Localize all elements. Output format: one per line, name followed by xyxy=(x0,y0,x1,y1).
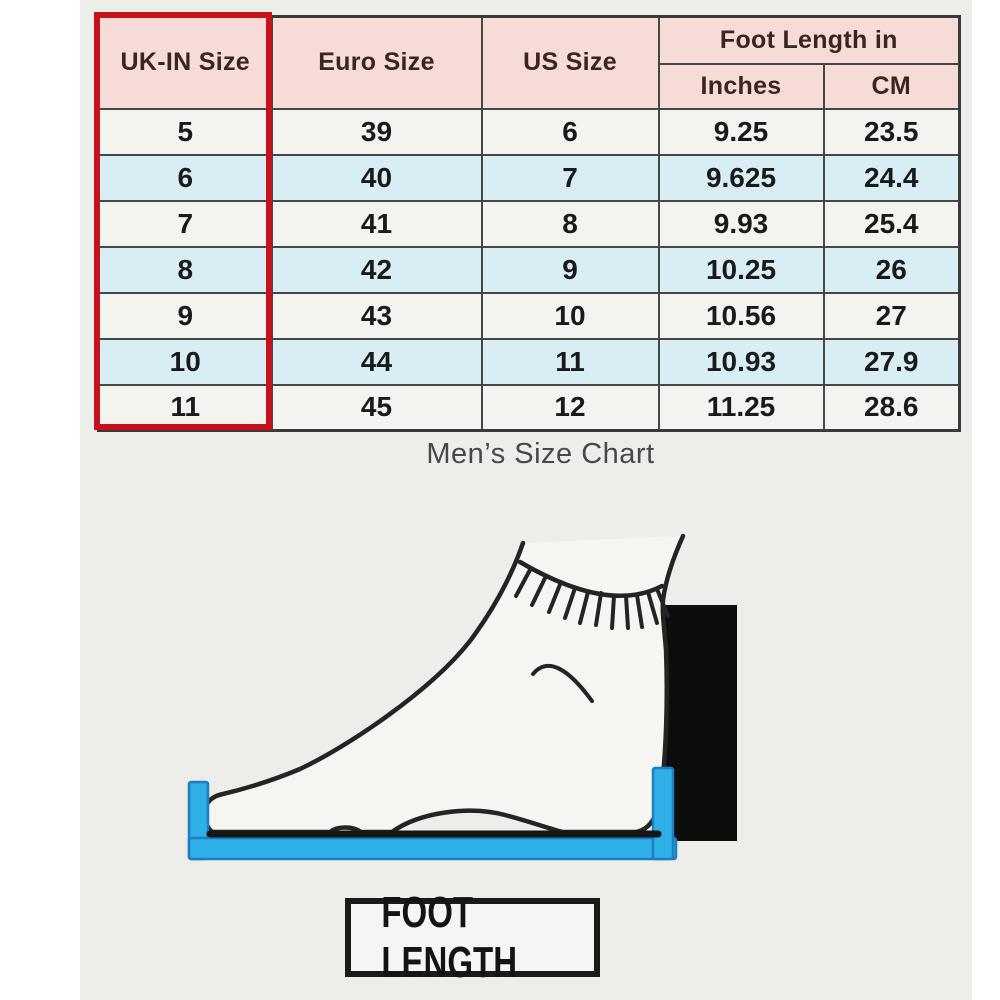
table-cell: 41 xyxy=(270,199,483,248)
table-cell: 8 xyxy=(97,245,273,294)
table-cell: 42 xyxy=(270,245,483,294)
table-cell: 10.93 xyxy=(657,337,825,386)
header-cm: CM xyxy=(822,62,961,110)
table-cell: 6 xyxy=(97,153,273,202)
table-cell: 44 xyxy=(270,337,483,386)
table-subheader-row: Inches CM xyxy=(99,62,961,110)
table-cell: 24.4 xyxy=(822,153,961,202)
table-row: 8 42 9 10.25 26 xyxy=(97,245,961,294)
size-table: UK-IN Size Euro Size US Size Foot Length… xyxy=(97,15,962,432)
table-cell: 10.25 xyxy=(657,245,825,294)
table-row: 6 40 7 9.625 24.4 xyxy=(97,153,961,202)
table-cell: 5 xyxy=(97,107,273,156)
table-cell: 27 xyxy=(822,291,961,340)
table-cell: 10.56 xyxy=(657,291,825,340)
table-cell: 26 xyxy=(822,245,961,294)
table-row: 11 45 12 11.25 28.6 xyxy=(97,383,961,432)
table-cell: 39 xyxy=(270,107,483,156)
table-cell: 45 xyxy=(270,383,483,432)
table-cell: 25.4 xyxy=(822,199,961,248)
table-cell: 9 xyxy=(480,245,660,294)
table-cell: 43 xyxy=(270,291,483,340)
foot-length-label-box: FOOT LENGTH xyxy=(345,888,600,987)
table-cell: 11 xyxy=(97,383,273,432)
table-row: 10 44 11 10.93 27.9 xyxy=(97,337,961,386)
table-cell: 7 xyxy=(97,199,273,248)
header-us-size: US Size xyxy=(480,15,660,110)
table-cell: 11.25 xyxy=(657,383,825,432)
table-cell: 9 xyxy=(97,291,273,340)
table-cell: 8 xyxy=(480,199,660,248)
table-cell: 10 xyxy=(97,337,273,386)
table-row: 5 39 6 9.25 23.5 xyxy=(97,107,961,156)
table-cell: 10 xyxy=(480,291,660,340)
table-cell: 7 xyxy=(480,153,660,202)
table-cell: 28.6 xyxy=(822,383,961,432)
table-cell: 27.9 xyxy=(822,337,961,386)
chart-caption: Men’s Size Chart xyxy=(426,438,655,470)
header-euro-size: Euro Size xyxy=(270,15,483,110)
table-header-row: UK-IN Size Euro Size US Size Foot Length… xyxy=(97,15,961,110)
table-cell: 11 xyxy=(480,337,660,386)
table-cell: 23.5 xyxy=(822,107,961,156)
table-cell: 9.625 xyxy=(657,153,825,202)
table-cell: 40 xyxy=(270,153,483,202)
table-cell: 6 xyxy=(480,107,660,156)
table-row: 9 43 10 10.56 27 xyxy=(97,291,961,340)
table-row: 7 41 8 9.93 25.4 xyxy=(97,199,961,248)
table-cell: 9.93 xyxy=(657,199,825,248)
header-uk-in-size: UK-IN Size xyxy=(97,15,273,110)
table-cell: 9.25 xyxy=(657,107,825,156)
header-inches: Inches xyxy=(657,62,825,110)
table-cell: 12 xyxy=(480,383,660,432)
foot-length-label: FOOT LENGTH xyxy=(381,887,518,987)
header-foot-length-group: Foot Length in xyxy=(657,15,961,65)
